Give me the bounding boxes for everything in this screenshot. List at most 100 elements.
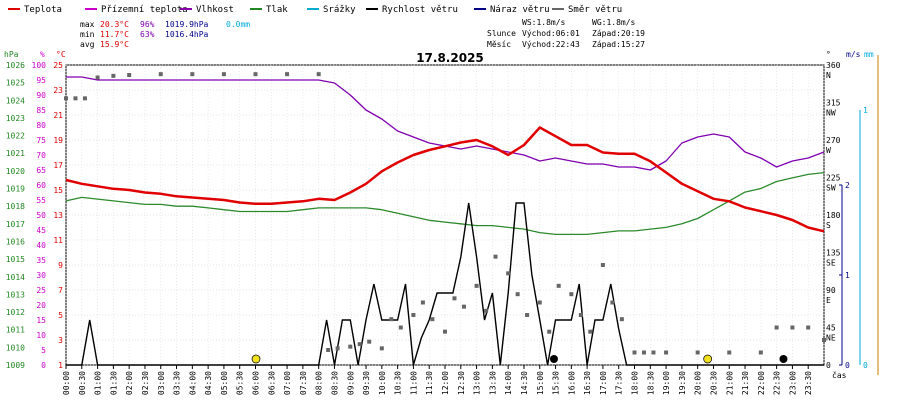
stat-hum-max: 96%	[140, 20, 155, 29]
x-tick-label-41: 20:30	[709, 371, 718, 395]
x-tick-label-25: 12:30	[457, 371, 466, 395]
x-tick-label-35: 17:30	[615, 371, 624, 395]
tick-pct-12: 40	[36, 241, 46, 250]
wind-dir-point-46	[727, 350, 732, 355]
wind-dir-point-47	[758, 350, 763, 355]
axis-hpa-label: hPa	[4, 50, 19, 59]
tick-pct-2: 90	[36, 91, 46, 100]
tick-pct-13: 35	[36, 256, 46, 265]
axis-ms-label: m/s	[846, 50, 861, 59]
tick-dir-deg-5: 135	[826, 249, 841, 258]
x-tick-label-19: 09:30	[362, 371, 371, 395]
stat-temp-min: 11.7°C	[100, 30, 129, 39]
wind-dir-point-15	[357, 342, 362, 347]
x-tick-label-8: 04:00	[188, 371, 197, 395]
tick-pct-8: 60	[36, 181, 46, 190]
wind-dir-point-23	[443, 329, 447, 334]
x-tick-label-15: 07:30	[299, 371, 308, 395]
tick-hpa-5: 1021	[6, 149, 25, 158]
tick-dir-deg-7: 45	[826, 324, 836, 333]
tick-degc-9: 7	[58, 286, 63, 295]
tick-degc-4: 17	[53, 161, 63, 170]
wind-dir-point-25	[461, 304, 466, 309]
x-tick-label-42: 21:00	[725, 371, 734, 395]
tick-dir-deg-1: 315	[826, 99, 841, 108]
wind-dir-point-19	[398, 325, 403, 330]
tick-pct-5: 75	[36, 136, 46, 145]
tick-pct-15: 25	[36, 286, 46, 295]
wind-dir-point-39	[610, 300, 615, 305]
axis-dir-label: °	[826, 50, 831, 59]
x-tick-label-7: 03:30	[173, 371, 182, 395]
axis-pct-label: %	[40, 50, 45, 59]
legend-label-5: Rychlost větru	[382, 5, 458, 15]
tick-pct-3: 85	[36, 106, 46, 115]
x-tick-label-45: 22:30	[773, 371, 782, 395]
wind-dir-point-48	[774, 325, 779, 330]
tick-mm-1: 0	[863, 361, 868, 370]
info-ws: WS:1.8m/s	[522, 18, 566, 27]
x-tick-label-20: 10:00	[378, 371, 387, 395]
wind-dir-point-29	[506, 271, 511, 276]
x-tick-label-3: 01:30	[109, 371, 118, 395]
tick-pct-0: 100	[32, 61, 47, 70]
tick-dir-card-5: SE	[826, 259, 836, 268]
x-tick-label-10: 05:00	[220, 371, 229, 395]
x-axis-label: čas	[832, 370, 847, 380]
wind-dir-point-16	[367, 339, 372, 344]
tick-hpa-12: 1014	[6, 273, 25, 282]
tick-dir-deg-0: 360	[826, 61, 841, 70]
wind-dir-point-35	[569, 292, 574, 297]
x-tick-label-47: 23:30	[804, 371, 813, 395]
tick-hpa-15: 1011	[6, 326, 25, 335]
x-tick-label-30: 15:00	[536, 371, 545, 395]
x-tick-label-34: 17:00	[599, 371, 608, 395]
tick-hpa-11: 1015	[6, 255, 25, 264]
tick-hpa-16: 1010	[6, 343, 25, 352]
tick-dir-card-7: NE	[826, 334, 836, 343]
chart-title: 17.8.2025	[416, 51, 484, 65]
wind-dir-point-24	[452, 296, 457, 301]
x-tick-label-43: 21:30	[741, 371, 750, 395]
tick-degc-8: 9	[58, 261, 63, 270]
x-tick-label-44: 22:00	[757, 371, 766, 395]
legend-label-7: Směr větru	[568, 5, 622, 15]
tick-hpa-4: 1022	[6, 132, 25, 141]
x-tick-label-12: 06:00	[252, 371, 261, 395]
wind-dir-point-18	[389, 317, 394, 322]
tick-degc-10: 5	[58, 311, 63, 320]
wind-dir-point-50	[806, 325, 811, 330]
tick-ms-0: 2	[845, 181, 850, 190]
x-tick-label-6: 03:00	[157, 371, 166, 395]
tick-dir-deg-6: 90	[826, 286, 836, 295]
wind-dir-point-11	[316, 72, 321, 77]
tick-hpa-10: 1016	[6, 237, 25, 246]
tick-degc-3: 19	[53, 136, 63, 145]
series-temperature-line	[65, 126, 825, 233]
tick-pct-11: 45	[36, 226, 46, 235]
legend-label-6: Náraz větru	[490, 5, 550, 15]
wind-dir-point-21	[420, 300, 425, 305]
wind-dir-point-13	[335, 346, 340, 351]
x-tick-label-40: 20:00	[694, 371, 703, 395]
tick-pct-17: 15	[36, 316, 46, 325]
sunset-marker	[703, 354, 713, 364]
x-tick-label-13: 06:30	[267, 371, 276, 395]
wind-dir-point-38	[600, 263, 605, 267]
wind-dir-point-51	[822, 338, 826, 342]
wind-dir-point-41	[632, 350, 637, 355]
stat-hum-min: 63%	[140, 30, 155, 39]
tick-hpa-14: 1012	[6, 308, 25, 317]
tick-pct-10: 50	[36, 211, 46, 220]
wind-dir-point-2	[82, 96, 87, 101]
x-tick-label-28: 14:00	[504, 371, 513, 395]
info-sun-rise: Východ:06:01	[522, 29, 580, 38]
tick-hpa-6: 1020	[6, 167, 25, 176]
x-tick-label-5: 02:30	[141, 371, 150, 395]
x-tick-label-11: 05:30	[236, 371, 245, 395]
info-moon-set: Západ:15:27	[592, 40, 645, 49]
tick-pct-9: 55	[36, 196, 46, 205]
info-moon-rise: Východ:22:43	[522, 40, 580, 49]
wind-dir-point-44	[664, 350, 669, 355]
wind-dir-point-40	[619, 317, 624, 322]
